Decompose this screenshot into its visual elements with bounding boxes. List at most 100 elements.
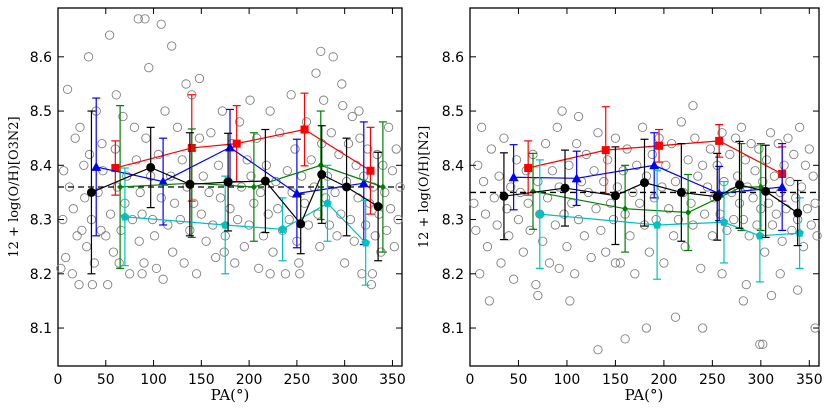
marker-red (524, 164, 533, 173)
marker-black (146, 162, 156, 172)
marker-black (676, 187, 686, 197)
x-tick-label: 0 (466, 372, 475, 388)
y-tick-label: 8.6 (442, 50, 464, 66)
scatter-point (748, 193, 758, 203)
scatter-point (234, 117, 245, 127)
marker-black (640, 178, 649, 188)
marker-blue (158, 176, 169, 186)
scatter-point (196, 209, 206, 219)
marker-black (260, 176, 270, 186)
scatter-point (741, 279, 751, 290)
scatter-point (787, 225, 797, 236)
marker-blue (649, 160, 660, 170)
marker-blue (291, 188, 302, 198)
scatter-point (167, 41, 177, 51)
scatter-point (131, 155, 142, 165)
scatter-point (104, 30, 115, 40)
scatter-point (573, 111, 584, 122)
scatter-point (508, 274, 519, 284)
scatter-point (217, 106, 228, 116)
scatter-point (139, 258, 149, 268)
scatter-point (347, 111, 357, 122)
scatter-point (494, 171, 504, 181)
scatter-point (610, 133, 621, 143)
scatter-point (767, 220, 778, 230)
marker-black (342, 182, 352, 192)
marker-cyan (323, 198, 332, 207)
scatter-point (232, 214, 243, 225)
scatter-point (201, 236, 211, 246)
scatter-point (610, 258, 621, 268)
scatter-point (194, 133, 205, 143)
scatter-point (239, 242, 249, 252)
scatter-point (518, 247, 528, 257)
scatter-point (565, 296, 575, 306)
series-layer-left (86, 92, 387, 286)
scatter-point (596, 225, 606, 236)
scatter-point (550, 220, 560, 230)
scatter-point (151, 263, 162, 274)
scatter-point (506, 182, 516, 192)
y-tick-label: 8.4 (30, 158, 52, 174)
scatter-point (60, 252, 71, 263)
scatter-point (70, 133, 80, 143)
x-axis-label-left: PA(°) (211, 386, 250, 404)
scatter-point (125, 269, 135, 279)
scatter-point (311, 68, 321, 78)
scatter-point (372, 149, 382, 160)
scatter-point (705, 144, 716, 154)
marker-red (655, 141, 664, 150)
scatter-point (306, 155, 316, 165)
scatter-point (74, 279, 84, 290)
scatter-point (127, 214, 138, 225)
scatter-point (137, 269, 147, 279)
series-layer-right (499, 106, 804, 283)
scatter-point (482, 242, 493, 252)
scatter-point (108, 247, 119, 257)
scatter-point (612, 182, 623, 192)
scatter-point (315, 242, 325, 252)
scatter-point (478, 176, 489, 187)
scatter-point (808, 171, 818, 181)
scatter-point (615, 258, 625, 268)
marker-cyan (535, 209, 545, 218)
scatter-point (389, 242, 400, 252)
scatter-point (354, 106, 364, 116)
scatter-point (725, 149, 735, 160)
scatter-point (246, 171, 256, 181)
scatter-point (793, 285, 803, 295)
scatter-point (191, 269, 202, 279)
marker-blue (508, 172, 519, 182)
scatter-point (59, 166, 69, 176)
scatter-point (698, 323, 708, 333)
scatter-point (547, 166, 558, 176)
scatter-point (242, 155, 252, 165)
scatter-point (56, 263, 66, 274)
scatter-point (118, 111, 128, 122)
scatter-point (504, 231, 514, 241)
scatter-point (282, 166, 292, 176)
scatter-point (340, 258, 350, 268)
scatter-point (133, 14, 143, 24)
scatter-point (688, 220, 698, 230)
scatter-point (641, 323, 652, 333)
scatter-point (476, 122, 487, 132)
scatter-point (762, 155, 772, 165)
scatter-point (67, 269, 77, 279)
scatter-point (158, 274, 168, 284)
y-tick-label: 8.3 (30, 213, 52, 229)
scatter-point (699, 209, 710, 219)
scatter-point (620, 334, 630, 344)
scatter-point (484, 296, 495, 306)
scatter-point (729, 214, 739, 225)
scatter-point (647, 149, 657, 160)
marker-blue (571, 173, 582, 183)
scatter-point (135, 187, 145, 198)
x-tick-label: 350 (796, 372, 823, 388)
scatter-point (755, 339, 765, 349)
scatter-point (802, 204, 813, 214)
marker-black (761, 186, 771, 196)
y-tick-label: 8.1 (442, 321, 464, 337)
marker-blue (777, 182, 788, 191)
